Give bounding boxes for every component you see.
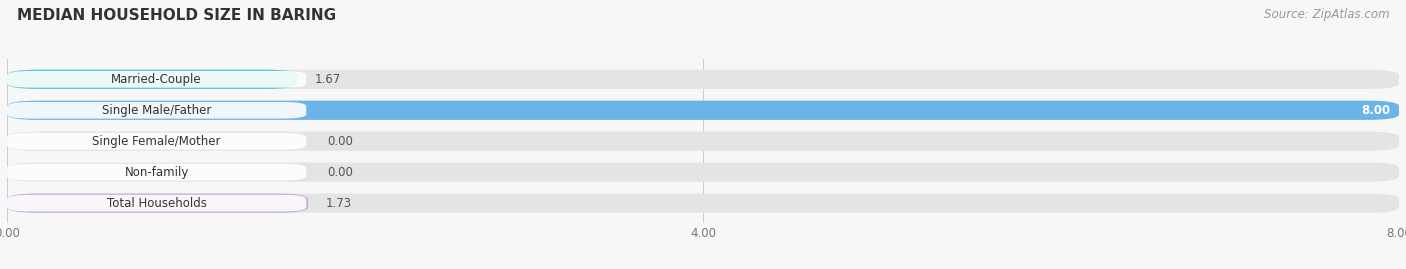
Text: 0.00: 0.00 [328,166,353,179]
Text: 1.73: 1.73 [325,197,352,210]
FancyBboxPatch shape [7,162,1399,182]
Text: Married-Couple: Married-Couple [111,73,202,86]
Text: 0.00: 0.00 [328,135,353,148]
FancyBboxPatch shape [7,133,307,150]
FancyBboxPatch shape [7,194,1399,213]
FancyBboxPatch shape [7,102,307,119]
FancyBboxPatch shape [7,70,298,89]
Text: Non-family: Non-family [125,166,188,179]
Text: 1.67: 1.67 [315,73,342,86]
FancyBboxPatch shape [7,101,1399,120]
Text: 8.00: 8.00 [1361,104,1391,117]
FancyBboxPatch shape [7,195,307,211]
Text: Single Female/Mother: Single Female/Mother [93,135,221,148]
FancyBboxPatch shape [7,101,1399,120]
FancyBboxPatch shape [7,71,307,88]
FancyBboxPatch shape [7,164,307,180]
FancyBboxPatch shape [7,132,1399,151]
Text: Single Male/Father: Single Male/Father [103,104,211,117]
Text: Total Households: Total Households [107,197,207,210]
Text: Source: ZipAtlas.com: Source: ZipAtlas.com [1264,8,1389,21]
Text: MEDIAN HOUSEHOLD SIZE IN BARING: MEDIAN HOUSEHOLD SIZE IN BARING [17,8,336,23]
FancyBboxPatch shape [7,194,308,213]
FancyBboxPatch shape [7,70,1399,89]
